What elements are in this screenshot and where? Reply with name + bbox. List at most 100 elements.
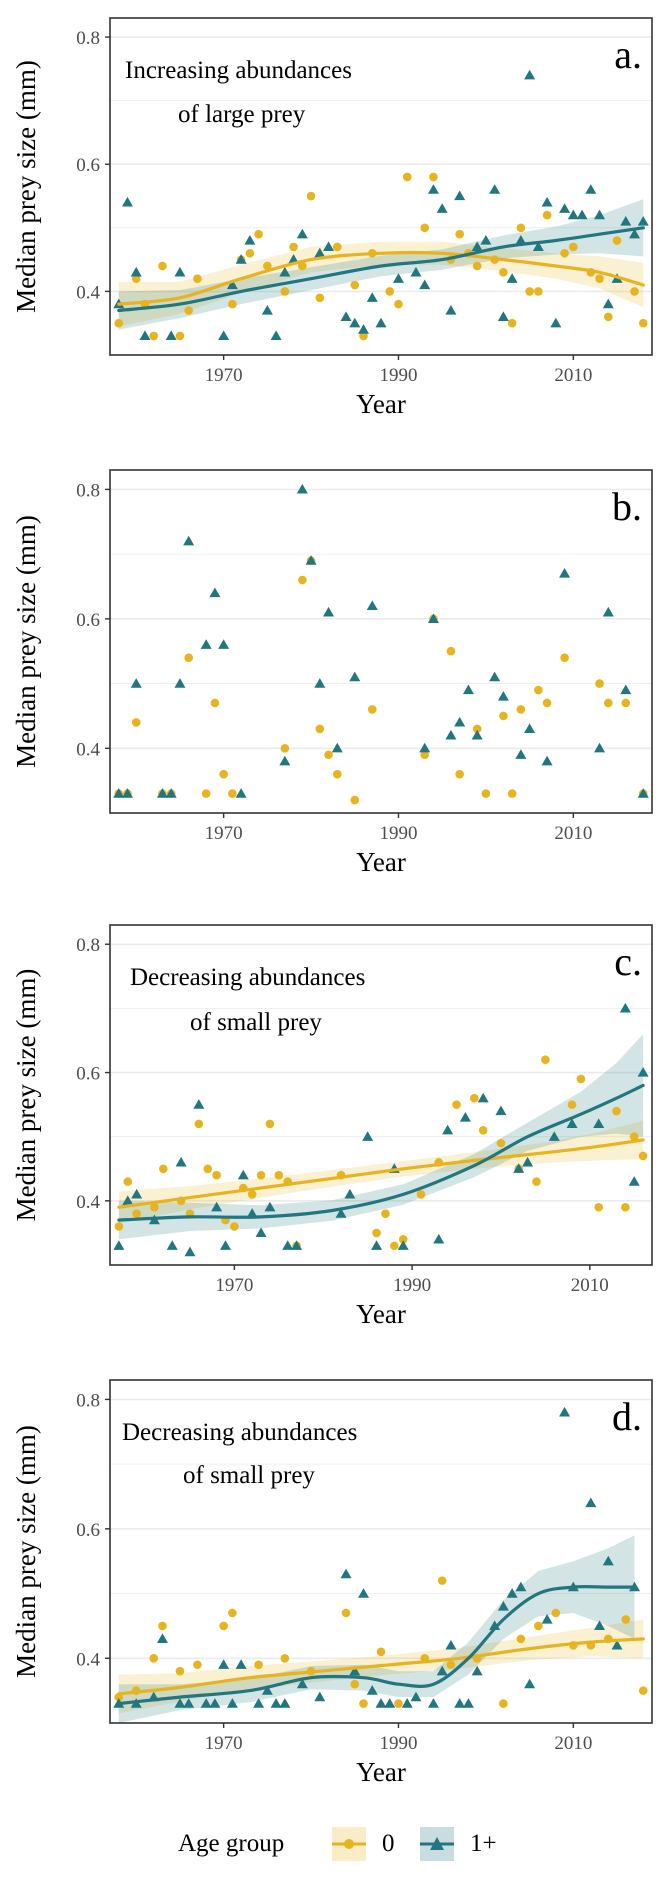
data-point-age-0 <box>469 1093 479 1103</box>
x-axis-title: Year <box>356 1299 406 1329</box>
x-axis-title: Year <box>356 389 406 419</box>
data-point-age-0 <box>455 229 464 239</box>
data-point-age-1plus <box>594 1620 606 1631</box>
data-point-age-0 <box>298 575 307 585</box>
plot-background <box>110 925 652 1265</box>
data-point-age-0 <box>402 172 412 182</box>
data-point-age-1plus <box>419 279 431 290</box>
data-point-age-0 <box>621 698 631 708</box>
data-point-age-1plus <box>548 1131 560 1141</box>
plot-frame <box>109 469 653 814</box>
data-point-age-0 <box>437 1576 447 1585</box>
data-point-age-1plus <box>620 684 632 695</box>
panel-annotation: of small prey <box>190 1009 322 1036</box>
data-point-age-1plus <box>489 671 501 682</box>
data-point-age-1plus <box>183 1698 195 1708</box>
data-point-age-1plus <box>174 678 186 688</box>
data-point-age-0 <box>381 1209 390 1218</box>
plot-frame <box>109 17 653 356</box>
data-point-age-0 <box>280 743 290 753</box>
data-point-age-0 <box>394 1699 403 1708</box>
data-point-age-1plus <box>282 1240 294 1250</box>
data-point-age-1plus <box>442 1124 454 1135</box>
y-tick-label: 0.8 <box>76 935 100 956</box>
y-axis-title: Median prey size (mm) <box>11 969 41 1222</box>
data-point-age-1plus <box>296 228 308 239</box>
data-point-age-0 <box>420 750 430 760</box>
data-point-age-1plus <box>559 203 571 213</box>
plot-background <box>110 470 652 813</box>
data-point-age-0 <box>481 789 491 798</box>
legend-label-age-0: 0 <box>382 1830 395 1857</box>
data-point-age-0 <box>372 1228 381 1238</box>
legend-label-age-1plus: 1+ <box>470 1830 497 1857</box>
data-point-age-0 <box>452 1100 461 1109</box>
data-point-age-1plus <box>454 716 466 727</box>
data-point-age-1plus <box>314 678 326 688</box>
data-point-age-1plus <box>344 1188 356 1199</box>
data-point-age-1plus <box>200 639 212 649</box>
data-point-age-1plus <box>296 483 308 494</box>
data-point-age-1plus <box>235 254 247 264</box>
trend-line-age-1plus <box>117 226 645 313</box>
data-point-age-1plus <box>130 266 142 277</box>
panel-annotation: Increasing abundances <box>125 57 352 84</box>
data-point-age-0 <box>228 299 237 309</box>
data-point-age-1plus <box>340 311 352 321</box>
data-point-age-1plus <box>358 324 370 334</box>
data-point-age-1plus <box>637 215 649 226</box>
y-tick-label: 0.6 <box>76 1064 100 1085</box>
data-point-age-1plus <box>620 215 632 226</box>
data-point-age-1plus <box>279 266 291 277</box>
data-point-age-0 <box>638 318 648 328</box>
y-tick-label: 0.4 <box>76 739 100 760</box>
data-point-age-0 <box>184 306 193 315</box>
data-point-age-1plus <box>410 266 422 277</box>
data-point-age-0 <box>551 1608 561 1618</box>
chart-panel-b: 1970 1990 2010 0.4 0.6 0.8 Year Median prey siz… <box>11 469 653 877</box>
data-point-age-0 <box>595 679 604 688</box>
data-point-age-1plus <box>506 1588 518 1598</box>
data-point-age-0 <box>114 1222 124 1231</box>
trend-line-age-0 <box>117 1138 645 1209</box>
data-point-age-1plus <box>629 228 641 239</box>
data-point-age-0 <box>385 287 395 296</box>
data-point-age-1plus <box>522 1156 534 1167</box>
data-point-age-1plus <box>139 330 151 341</box>
chart-panel-a: 1970 1990 2010 0.4 0.6 0.8 Year Median prey siz… <box>11 17 653 419</box>
y-tick-label: 0.6 <box>76 1520 100 1541</box>
data-point-age-0 <box>175 331 185 341</box>
panel-label: d. <box>612 1394 642 1439</box>
data-point-age-0 <box>359 331 368 341</box>
trend-line-age-0 <box>117 1637 645 1696</box>
x-tick-label: 1990 <box>379 1733 417 1754</box>
data-point-age-0 <box>499 268 508 277</box>
panel-label: a. <box>614 32 642 77</box>
data-point-age-0 <box>158 261 167 271</box>
data-point-age-1plus <box>261 304 273 315</box>
data-point-age-1plus <box>497 311 509 321</box>
data-point-age-0 <box>567 1100 577 1109</box>
data-point-age-0 <box>499 1699 508 1708</box>
data-point-age-0 <box>193 1660 202 1670</box>
data-point-age-0 <box>507 789 517 798</box>
data-point-age-0 <box>398 1235 408 1244</box>
data-point-age-0 <box>576 1074 586 1084</box>
data-point-age-0 <box>541 1055 550 1065</box>
data-point-age-1plus <box>209 1698 221 1708</box>
x-axis-title: Year <box>356 847 406 877</box>
plot-frame <box>109 1379 653 1724</box>
data-point-age-0 <box>265 1119 275 1129</box>
x-tick-label: 2010 <box>554 365 592 386</box>
data-point-age-0 <box>429 172 438 182</box>
data-point-age-1plus <box>279 1698 291 1708</box>
data-point-age-1plus <box>220 1240 232 1250</box>
data-point-age-1plus <box>122 1195 134 1205</box>
data-point-age-0 <box>638 1686 648 1695</box>
data-point-age-1plus <box>593 1118 605 1128</box>
data-point-age-1plus <box>156 788 168 798</box>
data-point-age-0 <box>149 1653 159 1663</box>
data-point-age-1plus <box>253 1698 265 1708</box>
data-point-age-0 <box>603 698 613 708</box>
